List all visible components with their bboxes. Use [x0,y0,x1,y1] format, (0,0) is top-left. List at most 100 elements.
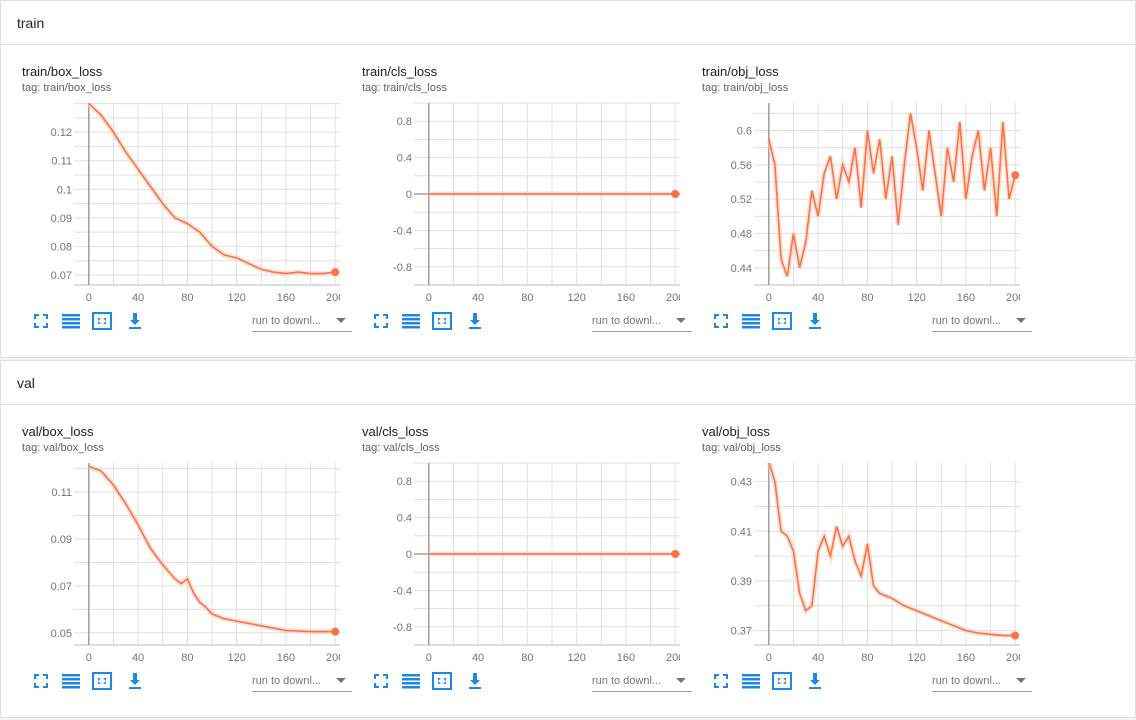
run-download-select[interactable]: run to downl... [252,310,352,332]
run-download-select[interactable]: run to downl... [592,670,692,692]
x-tick-label: 120 [907,652,925,664]
chart-plot[interactable]: 0 40 80 120 160 200 0.37 0.39 0.41 0.43 [680,404,1020,664]
y-tick-label: 0.08 [51,241,72,253]
series-line [88,465,336,633]
toggle-lines-button[interactable] [60,670,82,692]
x-tick-label: 200 [326,652,340,664]
section-title: val [1,361,1135,405]
x-tick-label: 40 [812,292,824,304]
fit-domain-button[interactable] [91,670,113,692]
y-tick-label: -0.8 [393,262,412,274]
y-tick-label: -0.8 [393,622,412,634]
data-lines-icon [62,314,80,329]
series-line [88,103,336,275]
download-button[interactable] [804,310,826,332]
y-tick-label: 0.37 [731,626,752,638]
y-tick-label: 0.09 [51,534,72,546]
toggle-lines-button[interactable] [740,670,762,692]
x-tick-label: 80 [181,652,193,664]
scalar-card: train/obj_loss tag: train/obj_loss 0 40 80 12… [680,44,1032,344]
download-icon [469,673,481,689]
download-button[interactable] [804,670,826,692]
x-tick-label: 160 [957,652,975,664]
x-tick-label: 160 [617,292,635,304]
fullscreen-button[interactable] [370,670,392,692]
chart-plot[interactable]: 0 40 80 120 160 200 -0.8 -0.4 0 0.4 0.8 [340,404,680,664]
download-button[interactable] [124,670,146,692]
grid [74,103,340,285]
fullscreen-button[interactable] [710,670,732,692]
chart-plot[interactable]: 0 40 80 120 160 200 0.44 0.48 0.52 0.56 0.6 [680,44,1020,304]
run-download-select[interactable]: run to downl... [252,670,352,692]
x-tick-label: 120 [907,292,925,304]
y-tick-label: 0.4 [397,153,412,165]
run-select-label: run to downl... [932,675,1002,687]
scalar-card: val/cls_loss tag: val/cls_loss 0 40 80 120 160… [340,404,692,704]
fullscreen-button[interactable] [30,310,52,332]
fit-domain-button[interactable] [431,670,453,692]
card-tag: tag: val/box_loss [22,442,104,454]
chart-plot[interactable]: 0 40 80 120 160 200 0.07 0.08 0.09 0.1 0.11 0.12 [0,44,340,304]
y-tick-label: -0.4 [393,585,412,597]
x-tick-label: 40 [132,652,144,664]
y-tick-label: 0.41 [731,526,752,538]
x-tick-label: 0 [426,292,432,304]
fullscreen-button[interactable] [30,670,52,692]
run-select-label: run to downl... [932,315,1002,327]
section-title: train [1,1,1135,45]
toggle-lines-button[interactable] [740,310,762,332]
toggle-lines-button[interactable] [400,670,422,692]
fullscreen-button[interactable] [710,310,732,332]
y-tick-label: 0.44 [731,263,752,275]
fit-domain-button[interactable] [771,670,793,692]
card-tag: tag: train/box_loss [22,82,112,94]
run-select-label: run to downl... [252,315,322,327]
x-tick-label: 120 [227,292,245,304]
download-button[interactable] [464,670,486,692]
chevron-down-icon [1016,318,1026,323]
y-tick-label: 0.43 [731,477,752,489]
run-download-select[interactable]: run to downl... [592,310,692,332]
card-title: train/cls_loss [362,64,438,79]
toggle-lines-button[interactable] [60,310,82,332]
card-tag: tag: val/cls_loss [362,442,440,454]
card-title: val/obj_loss [702,424,770,439]
x-tick-label: 0 [766,652,772,664]
grid [74,463,340,645]
fit-domain-button[interactable] [771,310,793,332]
x-tick-label: 200 [666,292,680,304]
scalar-card: val/obj_loss tag: val/obj_loss 0 40 80 120 160… [680,404,1032,704]
x-tick-label: 0 [766,292,772,304]
fit-domain-button[interactable] [431,310,453,332]
y-tick-label: 0 [406,549,412,561]
x-tick-label: 160 [277,652,295,664]
series-last-point [1011,631,1020,640]
x-tick-label: 120 [227,652,245,664]
x-tick-label: 200 [1006,292,1020,304]
y-tick-label: 0.48 [731,228,752,240]
download-button[interactable] [464,310,486,332]
toggle-lines-button[interactable] [400,310,422,332]
chevron-down-icon [336,318,346,323]
data-lines-icon [742,314,760,329]
chart-plot[interactable]: 0 40 80 120 160 200 -0.8 -0.4 0 0.4 0.8 [340,44,680,304]
chevron-down-icon [676,678,686,683]
x-tick-label: 160 [617,652,635,664]
x-tick-label: 80 [521,652,533,664]
fullscreen-icon [374,314,388,328]
fullscreen-icon [714,674,728,688]
card-tag: tag: val/obj_loss [702,442,781,454]
series-last-point [671,550,680,558]
run-download-select[interactable]: run to downl... [932,670,1032,692]
fullscreen-button[interactable] [370,310,392,332]
chart-plot[interactable]: 0 40 80 120 160 200 0.05 0.07 0.09 0.11 [0,404,340,664]
x-tick-label: 0 [86,292,92,304]
series-last-point [331,627,340,636]
y-tick-label: 0 [406,189,412,201]
fit-domain-icon [772,672,792,690]
download-button[interactable] [124,310,146,332]
fit-domain-button[interactable] [91,310,113,332]
run-download-select[interactable]: run to downl... [932,310,1032,332]
x-tick-label: 160 [277,292,295,304]
download-icon [129,673,141,689]
